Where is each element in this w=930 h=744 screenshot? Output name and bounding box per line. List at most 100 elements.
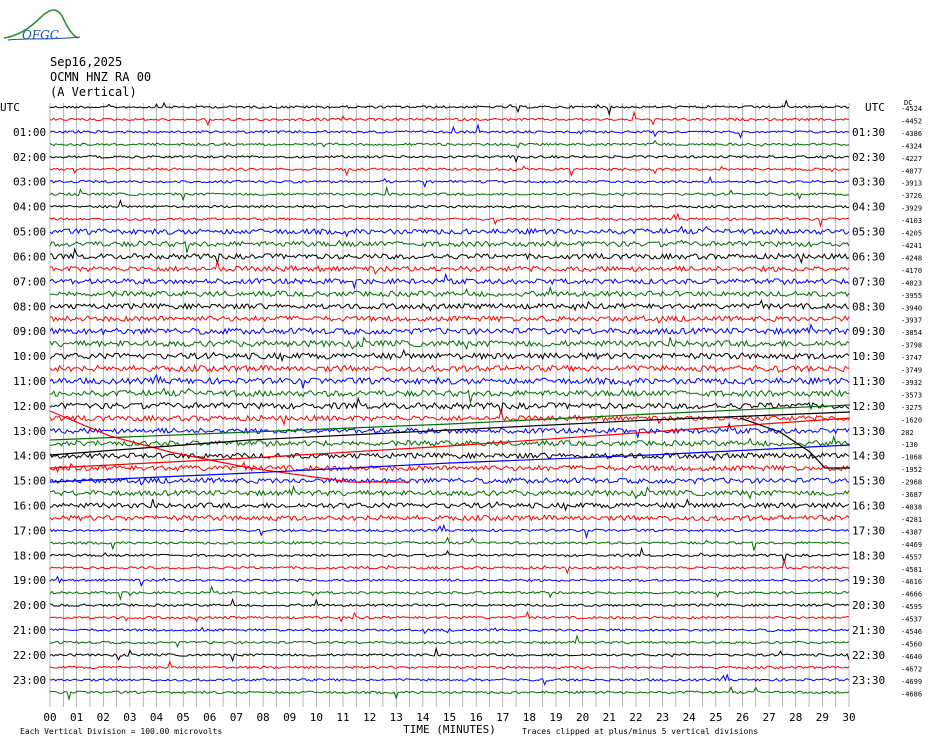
x-tick-label: 12 xyxy=(363,711,376,724)
trace-line xyxy=(50,485,850,500)
trace-line xyxy=(49,348,850,363)
trace-line xyxy=(49,99,850,117)
trace-offset-label: -3747 xyxy=(901,354,922,362)
trace-line xyxy=(49,139,850,149)
trace-offset-label: -3749 xyxy=(901,367,922,375)
hour-label-left: 20:00 xyxy=(13,599,46,612)
logo xyxy=(3,9,81,41)
trace-line xyxy=(49,417,851,469)
hour-label-right: 06:30 xyxy=(852,250,885,263)
hour-label-left: 13:00 xyxy=(13,425,46,438)
chart-date: Sep16,2025 xyxy=(50,55,123,69)
trace-line xyxy=(49,123,850,139)
trace-offset-label: -3687 xyxy=(901,491,922,499)
hour-label-right: 16:30 xyxy=(852,500,885,513)
x-tick-label: 09 xyxy=(283,711,296,724)
hour-label-left: 23:00 xyxy=(13,674,46,687)
trace-line xyxy=(49,575,850,588)
hour-label-right: 08:30 xyxy=(852,300,885,313)
trace-line xyxy=(49,422,850,440)
trace-line xyxy=(49,673,850,686)
trace-offset-label: -3573 xyxy=(901,391,922,399)
hour-label-right: 23:30 xyxy=(852,674,885,687)
x-tick-label: 29 xyxy=(816,711,829,724)
trace-offset-label: -4077 xyxy=(901,167,922,175)
trace-offset-label: -4241 xyxy=(901,242,922,250)
hour-label-left: 22:00 xyxy=(13,649,46,662)
x-tick-label: 22 xyxy=(629,711,642,724)
trace-offset-label: -4103 xyxy=(901,217,922,225)
footer-right-note: Traces clipped at plus/minus 5 vertical … xyxy=(522,727,758,736)
hour-label-left: 08:00 xyxy=(13,300,46,313)
trace-offset-label: -4524 xyxy=(901,105,922,113)
trace-line xyxy=(49,299,850,313)
trace-line xyxy=(49,410,850,427)
trace-line xyxy=(49,364,850,373)
trace-line xyxy=(49,185,850,202)
trace-line xyxy=(49,225,850,238)
hour-label-left: 15:00 xyxy=(13,475,46,488)
hour-label-left: 10:00 xyxy=(13,350,46,363)
station-code: OCMN HNZ RA 00 xyxy=(50,70,152,84)
hour-label-left: 21:00 xyxy=(13,624,46,637)
x-tick-label: 16 xyxy=(470,711,483,724)
trace-line xyxy=(49,239,850,253)
x-tick-label: 10 xyxy=(310,711,323,724)
x-tick-label: 17 xyxy=(496,711,509,724)
x-tick-label: 13 xyxy=(390,711,403,724)
trace-line xyxy=(49,444,851,483)
trace-offset-label: -4205 xyxy=(901,230,922,238)
trace-line xyxy=(49,165,850,178)
trace-offset-label: -4386 xyxy=(901,130,922,138)
hour-label-right: 02:30 xyxy=(852,151,885,164)
trace-offset-label: -1620 xyxy=(901,416,922,424)
hour-label-left: 14:00 xyxy=(13,450,46,463)
hour-label-right: 10:30 xyxy=(852,350,885,363)
dc-label: DC xyxy=(904,99,912,107)
hour-label-right: 01:30 xyxy=(852,126,885,139)
hour-label-right: 15:30 xyxy=(852,475,885,488)
x-tick-label: 28 xyxy=(789,711,802,724)
trace-line xyxy=(49,460,850,474)
x-tick-label: 26 xyxy=(736,711,749,724)
hour-label-right: 12:30 xyxy=(852,400,885,413)
trace-line xyxy=(49,451,850,462)
trace-offset-label: -4581 xyxy=(901,566,922,574)
trace-offset-label: -3275 xyxy=(901,404,922,412)
trace-offset-label: -3932 xyxy=(901,379,922,387)
hour-label-right: 19:30 xyxy=(852,574,885,587)
trace-line xyxy=(49,404,851,441)
trace-offset-label: -4537 xyxy=(901,616,922,624)
trace-line xyxy=(49,536,850,551)
hour-label-left: 06:00 xyxy=(13,250,46,263)
trace-offset-label: -4699 xyxy=(901,678,922,686)
logo-text: OFGC xyxy=(22,28,59,42)
hour-label-right: 17:30 xyxy=(852,524,885,537)
hour-label-right: 22:30 xyxy=(852,649,885,662)
trace-offset-label: -4281 xyxy=(901,516,922,524)
trace-line xyxy=(49,626,850,635)
hour-label-right: 18:30 xyxy=(852,549,885,562)
hour-label-left: 19:00 xyxy=(13,574,46,587)
hour-label-right: 03:30 xyxy=(852,176,885,189)
trace-offset-label: -3940 xyxy=(901,304,922,312)
trace-line xyxy=(49,336,850,351)
trace-line xyxy=(49,523,850,540)
x-tick-label: 14 xyxy=(416,711,430,724)
trace-line xyxy=(49,247,850,265)
trace-line xyxy=(49,387,850,403)
trace-line xyxy=(49,659,850,670)
trace-offset-label: -3937 xyxy=(901,317,922,325)
x-tick-label: 25 xyxy=(709,711,722,724)
hour-label-left: 16:00 xyxy=(13,500,46,513)
hour-label-right: 07:30 xyxy=(852,275,885,288)
x-tick-label: 03 xyxy=(123,711,136,724)
trace-line xyxy=(49,585,850,602)
axis-title-right: UTC xyxy=(865,101,885,114)
axis-labels: UTC UTC 01:00 02:00 03:00 04:00 05:00 06:00 07:0… xyxy=(0,99,922,736)
hour-label-left: 02:00 xyxy=(13,151,46,164)
x-tick-label: 00 xyxy=(43,711,56,724)
hour-label-left: 01:00 xyxy=(13,126,46,139)
trace-offset-label: -4686 xyxy=(901,690,922,698)
component-label: (A Vertical) xyxy=(50,85,137,99)
